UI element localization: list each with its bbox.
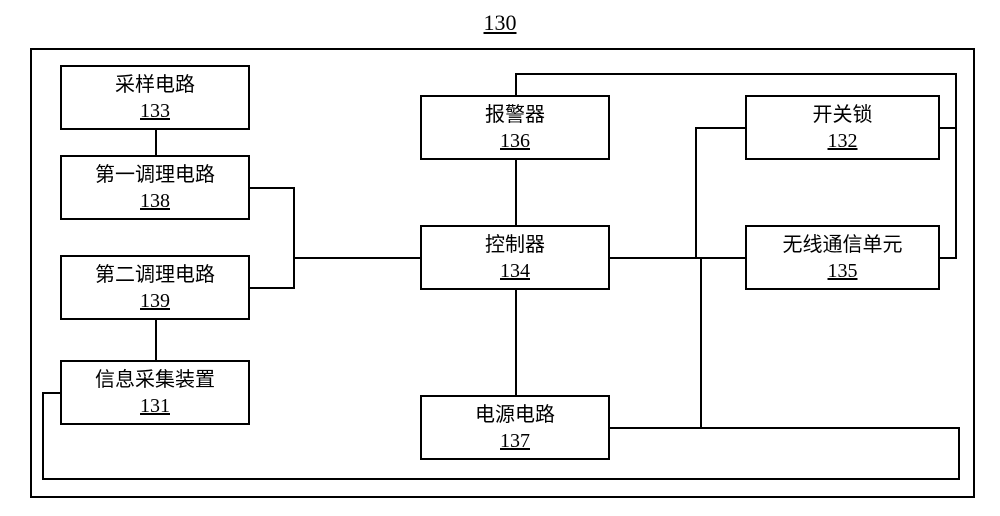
block-number: 132 xyxy=(828,128,858,154)
connector xyxy=(610,257,745,259)
block-label: 电源电路 xyxy=(475,402,555,428)
block-label: 开关锁 xyxy=(813,102,873,128)
block-n133: 采样电路133 xyxy=(60,65,250,130)
connector xyxy=(940,257,956,259)
block-n139: 第二调理电路139 xyxy=(60,255,250,320)
connector xyxy=(700,257,702,429)
connector xyxy=(610,427,960,429)
connector xyxy=(958,427,960,480)
block-label: 报警器 xyxy=(485,102,545,128)
connector xyxy=(940,127,956,129)
block-number: 134 xyxy=(500,258,530,284)
connector xyxy=(293,257,420,259)
block-number: 133 xyxy=(140,98,170,124)
connector xyxy=(293,187,295,289)
connector xyxy=(155,130,157,155)
block-n136: 报警器136 xyxy=(420,95,610,160)
connector xyxy=(250,187,295,189)
block-n132: 开关锁132 xyxy=(745,95,940,160)
block-n134: 控制器134 xyxy=(420,225,610,290)
block-label: 第一调理电路 xyxy=(95,162,215,188)
connector xyxy=(155,320,157,360)
block-number: 135 xyxy=(828,258,858,284)
connector xyxy=(515,73,957,75)
connector xyxy=(695,127,745,129)
connector xyxy=(42,478,960,480)
connector xyxy=(955,73,957,259)
block-n138: 第一调理电路138 xyxy=(60,155,250,220)
block-n131: 信息采集装置131 xyxy=(60,360,250,425)
connector xyxy=(515,160,517,225)
connector xyxy=(515,290,517,395)
block-number: 138 xyxy=(140,188,170,214)
connector xyxy=(250,287,295,289)
diagram-title: 130 xyxy=(484,10,517,36)
connector xyxy=(515,73,517,95)
block-number: 137 xyxy=(500,428,530,454)
connector xyxy=(42,392,60,394)
block-number: 131 xyxy=(140,393,170,419)
block-n135: 无线通信单元135 xyxy=(745,225,940,290)
block-label: 信息采集装置 xyxy=(95,367,215,393)
block-n137: 电源电路137 xyxy=(420,395,610,460)
block-label: 控制器 xyxy=(485,232,545,258)
block-number: 139 xyxy=(140,288,170,314)
block-label: 采样电路 xyxy=(115,72,195,98)
block-label: 第二调理电路 xyxy=(95,262,215,288)
connector xyxy=(695,127,697,259)
connector xyxy=(42,392,44,480)
block-number: 136 xyxy=(500,128,530,154)
block-label: 无线通信单元 xyxy=(783,232,903,258)
